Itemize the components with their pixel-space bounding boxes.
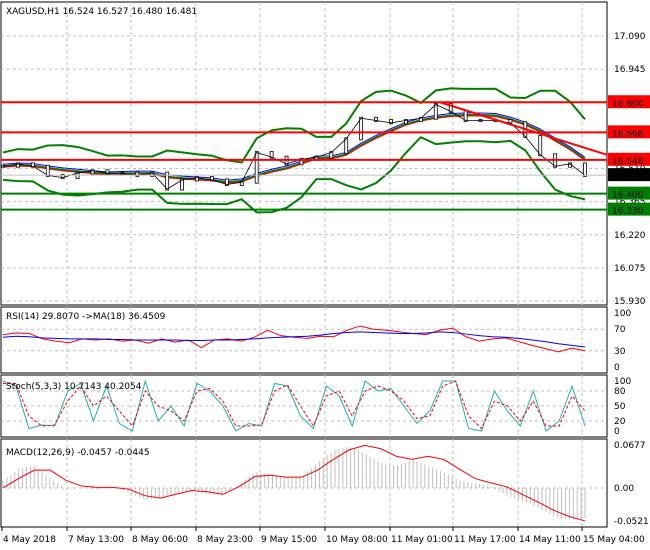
- y-tick-label: 17.090: [614, 32, 646, 42]
- price-candle: [210, 176, 214, 182]
- y-tick-label: 15.930: [614, 297, 646, 307]
- y-tick-label: 16.945: [614, 65, 646, 75]
- price-line: [2, 104, 586, 190]
- y-tick-label: -0.0521: [614, 517, 649, 527]
- x-tick-label: 8 May 23:00: [197, 535, 253, 545]
- bollinger-upper: [2, 87, 586, 164]
- x-tick-label: 4 May 2018: [3, 535, 56, 545]
- y-tick-label: 16.075: [614, 264, 646, 274]
- level-tag-label: 16.800: [612, 99, 644, 109]
- x-tick-label: 14 May 11:00: [519, 535, 581, 545]
- rsi-line-1: [2, 331, 586, 348]
- price-candle: [45, 164, 50, 177]
- price-candle: [30, 162, 35, 168]
- bollinger-middle: [2, 114, 586, 184]
- moving-average-red: [2, 115, 586, 184]
- y-tick-label: 80: [614, 387, 626, 397]
- y-tick-label: 16.220: [614, 231, 646, 241]
- x-tick-label: 15 May 04:00: [583, 535, 645, 545]
- x-tick-label: 11 May 01:00: [391, 535, 453, 545]
- current-price-tag: [608, 168, 650, 182]
- price-candle: [135, 171, 140, 177]
- x-tick-label: 7 May 13:00: [68, 535, 124, 545]
- price-candle: [404, 119, 408, 125]
- price-candle: [16, 162, 20, 168]
- price-candle: [374, 116, 378, 122]
- y-tick-label: 0.00: [614, 484, 634, 494]
- price-candle: [90, 169, 95, 175]
- level-tag-label: 16.548: [612, 157, 644, 167]
- level-tag-label: 16.400: [612, 191, 644, 201]
- price-candle: [389, 119, 393, 125]
- rsi-title: RSI(14) 29.8070 ->MA(18) 36.4509: [6, 312, 166, 322]
- x-tick-label: 11 May 17:00: [454, 535, 516, 545]
- y-tick-label: 0: [614, 427, 620, 437]
- level-tag: [608, 186, 650, 200]
- price-candle: [195, 176, 199, 182]
- stoch-title: Stoch(5,3,3) 10.7143 40.2054: [6, 382, 142, 392]
- panel-frame-3: [0, 438, 608, 528]
- price-candle: [329, 151, 334, 159]
- rsi-line-0: [2, 325, 586, 353]
- price-candle: [344, 137, 349, 154]
- price-candle: [418, 116, 423, 122]
- price-candle: [224, 178, 229, 186]
- current-price-label: 16.481: [612, 172, 644, 182]
- level-tag: [608, 125, 650, 139]
- macd-signal-line: [2, 444, 586, 522]
- macd-title: MACD(12,26,9) -0.0457 -0.0445: [6, 448, 150, 458]
- y-tick-label: 0.0677: [614, 441, 646, 451]
- y-tick-label: 20: [614, 417, 626, 427]
- y-tick-label: 100: [614, 309, 631, 319]
- price-candle: [105, 169, 110, 175]
- y-tick-label: 0: [614, 363, 620, 373]
- trendline: [439, 101, 608, 156]
- price-candle: [269, 151, 274, 159]
- level-tag: [608, 202, 650, 216]
- x-tick-label: 8 May 06:00: [132, 535, 188, 545]
- main-title: XAGUSD,H1 16.524 16.527 16.480 16.481: [6, 7, 197, 17]
- level-tag: [608, 95, 650, 109]
- price-candle: [299, 157, 304, 166]
- stoch-line-0: [2, 379, 586, 432]
- price-candle: [583, 162, 587, 177]
- y-tick-label: 100: [614, 377, 631, 387]
- price-candle: [180, 178, 184, 191]
- x-tick-label: 9 May 15:00: [261, 535, 317, 545]
- price-candle: [448, 103, 453, 113]
- price-candle: [433, 103, 438, 120]
- x-tick-label: 10 May 08:00: [326, 535, 388, 545]
- price-candle: [239, 180, 244, 186]
- y-tick-label: 70: [614, 325, 626, 335]
- y-tick-label: 30: [614, 347, 626, 357]
- price-candle: [254, 151, 259, 184]
- panel-frame-0: [0, 1, 608, 306]
- price-candle: [165, 171, 170, 191]
- price-candle: [60, 173, 65, 180]
- level-tag-label: 16.330: [612, 207, 644, 217]
- moving-average-blue: [2, 112, 586, 181]
- price-candle: [359, 116, 364, 141]
- stoch-line-1: [3, 380, 586, 430]
- price-candle: [538, 135, 543, 157]
- level-tag: [608, 152, 650, 166]
- panel-frame-1: [0, 306, 608, 374]
- y-tick-label: 50: [614, 402, 626, 412]
- level-tag-label: 16.668: [612, 129, 644, 139]
